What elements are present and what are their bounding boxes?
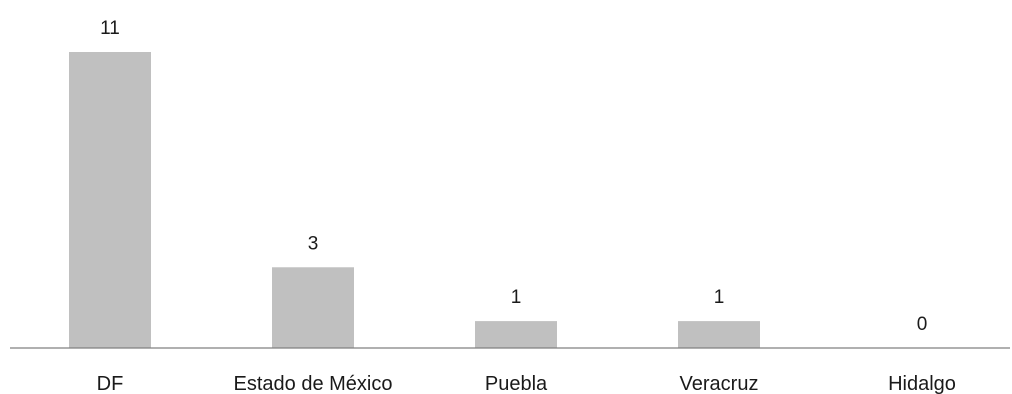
x-tick-label-estado-de-mexico: Estado de México [234, 373, 393, 394]
data-label-estado-de-mexico: 3 [308, 233, 319, 254]
bar-veracruz [678, 321, 760, 348]
data-label-veracruz: 1 [714, 287, 725, 308]
bar-group [69, 52, 760, 348]
x-tick-label-df: DF [97, 373, 124, 394]
data-label-puebla: 1 [511, 287, 522, 308]
x-tick-label-hidalgo: Hidalgo [888, 373, 956, 394]
bar-df [69, 52, 151, 348]
x-tick-label-group: DF Estado de México Puebla Veracruz Hidalgo [97, 373, 956, 394]
x-tick-label-veracruz: Veracruz [680, 373, 759, 394]
bar-puebla [475, 321, 557, 348]
data-label-hidalgo: 0 [917, 314, 928, 335]
x-tick-label-puebla: Puebla [485, 373, 548, 394]
bar-estado-de-mexico [272, 267, 354, 348]
data-label-df: 11 [100, 18, 120, 39]
